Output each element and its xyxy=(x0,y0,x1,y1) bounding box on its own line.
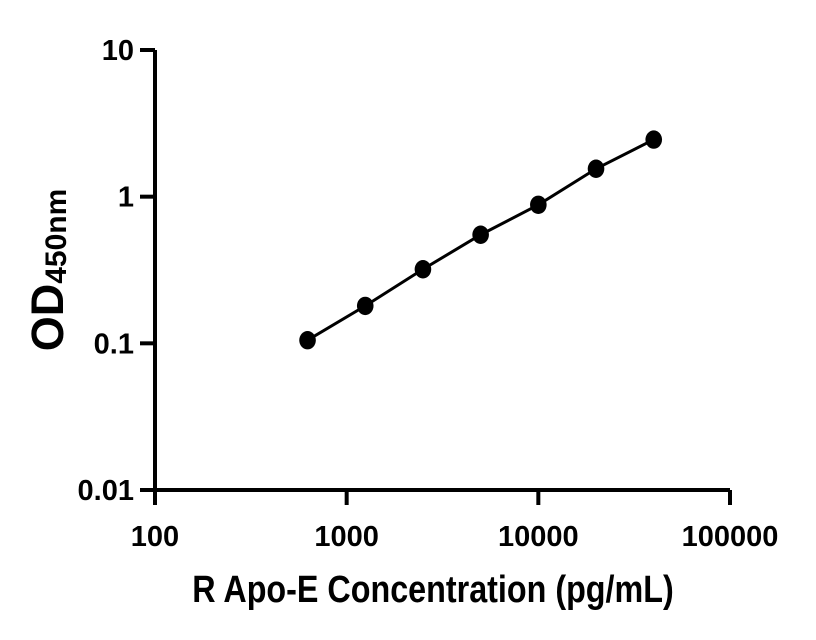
data-point-marker xyxy=(414,260,432,279)
data-point-marker xyxy=(472,225,489,244)
y-axis-tick-label: 1 xyxy=(118,182,134,214)
y-axis-tick-label: 10 xyxy=(102,35,134,67)
x-axis-tick-label: 100000 xyxy=(682,521,779,553)
data-point-marker xyxy=(356,296,374,316)
x-axis-title: R Apo-E Concentration (pg/mL) xyxy=(192,569,674,611)
data-point-marker xyxy=(587,159,605,178)
data-point-marker xyxy=(299,331,316,350)
y-axis-tick-label: 0.1 xyxy=(94,328,134,360)
x-axis-tick-label: 1000 xyxy=(314,521,379,553)
y-axis-title: OD450nm xyxy=(22,170,73,370)
y-axis-tick-label: 0.01 xyxy=(78,475,134,507)
y-axis-title-main: OD xyxy=(22,283,73,352)
x-axis-tick-label: 100 xyxy=(131,521,179,553)
y-axis-title-subscript: 450nm xyxy=(40,188,73,284)
data-point-marker xyxy=(645,130,663,149)
x-axis-tick-label: 10000 xyxy=(498,521,579,553)
data-point-marker xyxy=(530,195,547,215)
axis-frame xyxy=(153,50,730,492)
